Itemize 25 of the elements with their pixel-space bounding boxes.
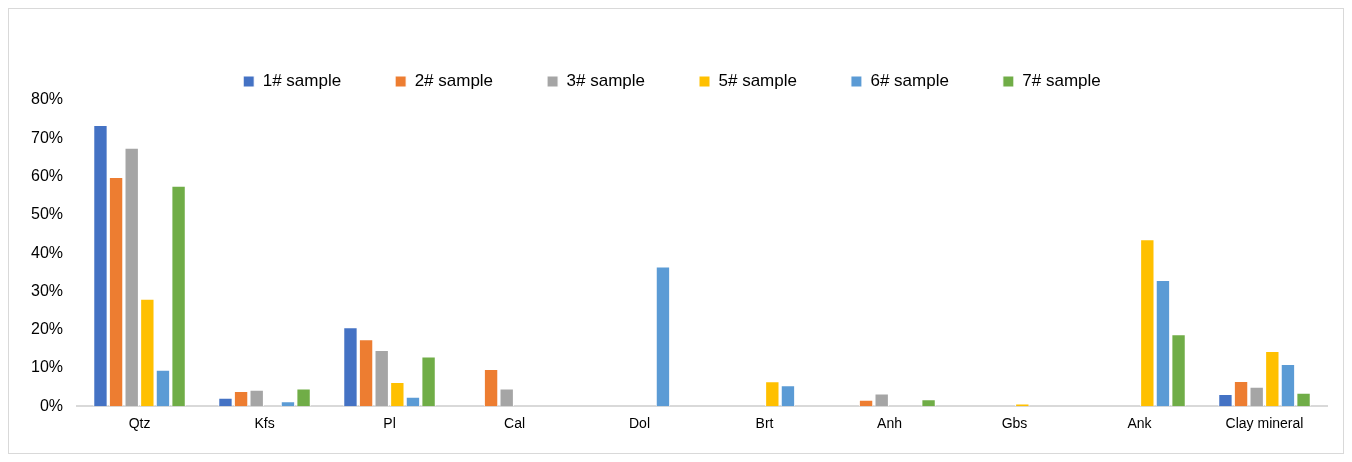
y-tick-label: 60% [30, 166, 64, 184]
legend-label: 3# sample [566, 71, 645, 91]
y-tick-label: 70% [30, 128, 64, 146]
legend-label: 1# sample [262, 71, 342, 91]
y-tick-label: 40% [30, 243, 64, 261]
y-tick-label: 80% [30, 90, 64, 108]
y-tick-label: 0% [39, 396, 64, 414]
x-tick-label: Pl [383, 415, 396, 432]
x-tick-label: Dol [629, 415, 651, 432]
x-tick-label: Brt [755, 415, 774, 432]
y-tick-label: 20% [30, 320, 64, 338]
legend-label: 2# sample [414, 71, 494, 91]
x-tick-label: Qtz [128, 415, 151, 432]
y-tick-label: 10% [30, 358, 64, 376]
x-tick-label: Ank [1127, 415, 1153, 432]
legend-label: 7# sample [1022, 71, 1101, 91]
x-tick-label: Anh [877, 415, 902, 432]
y-tick-label: 50% [30, 205, 64, 223]
x-tick-label: Cal [504, 415, 526, 432]
y-tick-label: 30% [30, 281, 64, 299]
x-tick-label: Kfs [254, 415, 275, 432]
legend-label: 6# sample [870, 71, 949, 91]
legend-label: 5# sample [718, 71, 797, 91]
x-tick-label: Gbs [1001, 415, 1028, 432]
x-tick-label: Clay mineral [1225, 415, 1304, 432]
